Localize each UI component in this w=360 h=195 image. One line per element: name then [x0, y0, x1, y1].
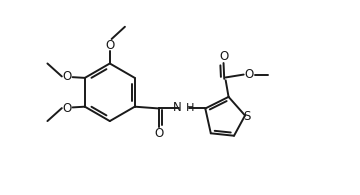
- Text: N: N: [173, 101, 181, 114]
- Text: H: H: [186, 103, 194, 113]
- Text: S: S: [243, 110, 250, 123]
- Text: O: O: [245, 68, 254, 81]
- Text: O: O: [154, 127, 164, 140]
- Text: O: O: [62, 102, 72, 115]
- Text: O: O: [62, 70, 72, 83]
- Text: O: O: [105, 39, 114, 52]
- Text: O: O: [219, 51, 228, 63]
